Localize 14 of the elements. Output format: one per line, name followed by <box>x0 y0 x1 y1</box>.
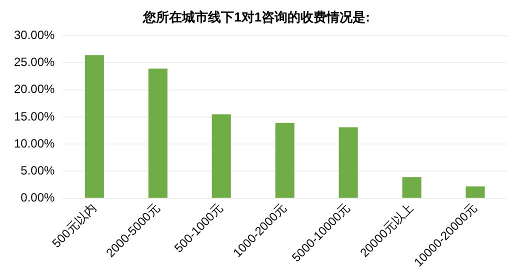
y-tick-label: 20.00% <box>14 82 56 96</box>
chart-title: 您所在城市线下1对1咨询的收费情况是: <box>142 9 370 24</box>
bar <box>84 55 104 198</box>
bar <box>466 186 485 198</box>
y-tick-label: 10.00% <box>14 136 56 150</box>
y-tick-label: 5.00% <box>20 164 56 178</box>
y-tick-label: 15.00% <box>14 109 56 124</box>
bar <box>402 177 422 198</box>
y-tick-label: 25.00% <box>14 55 56 70</box>
bar <box>212 114 231 198</box>
bar <box>275 122 294 198</box>
y-tick-label: 30.00% <box>14 28 56 42</box>
bar <box>338 127 358 198</box>
bar <box>148 68 168 198</box>
